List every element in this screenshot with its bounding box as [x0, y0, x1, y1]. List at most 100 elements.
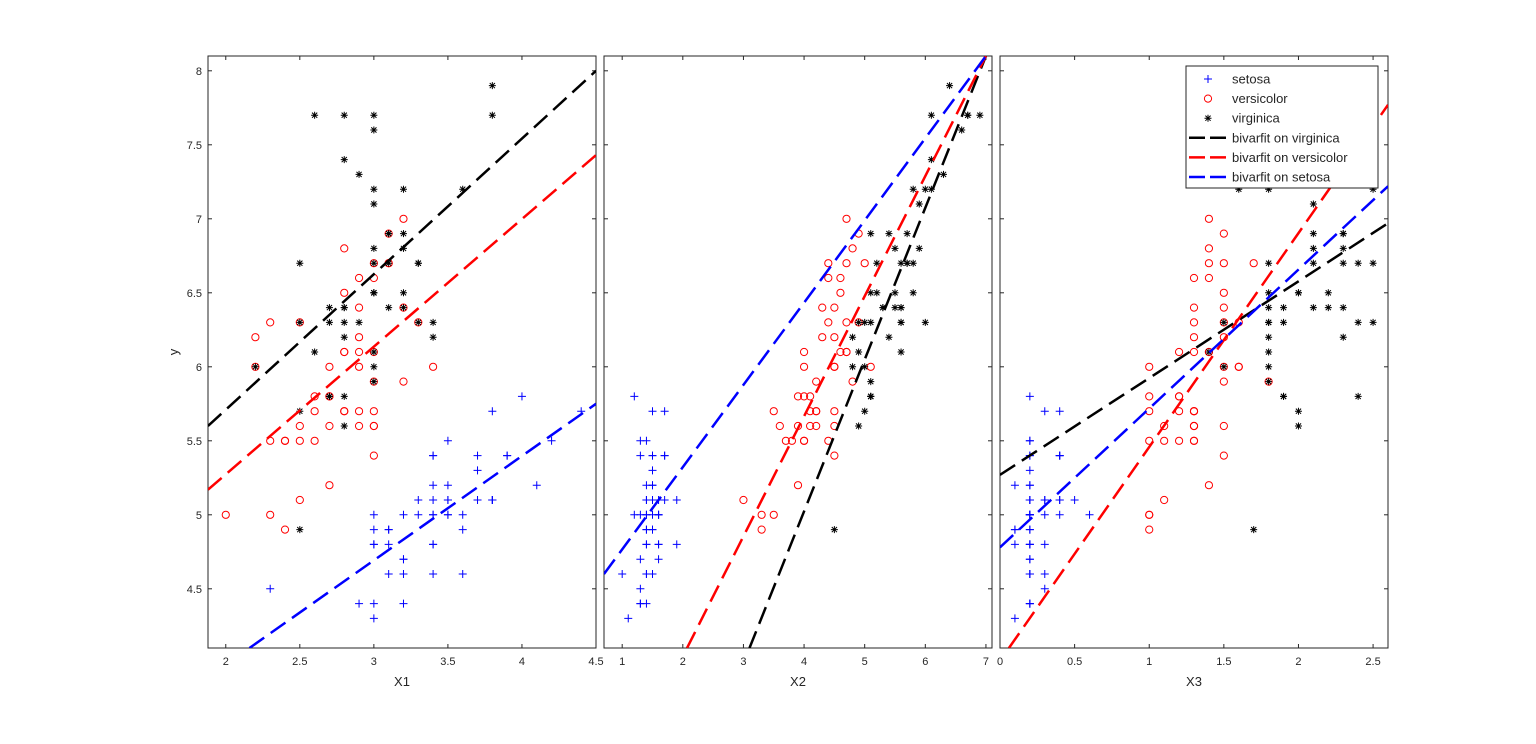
point-virginica: [915, 200, 923, 208]
point-virginica: [958, 126, 966, 134]
point-virginica: [879, 304, 887, 312]
point-versicolor: [369, 421, 378, 431]
point-virginica: [370, 111, 378, 119]
x-tick-label: 2: [223, 656, 229, 668]
point-virginica: [296, 318, 304, 326]
point-versicolor: [830, 303, 839, 312]
point-virginica: [1309, 200, 1317, 208]
point-virginica: [1265, 318, 1273, 326]
point-virginica: [909, 259, 917, 267]
point-versicolor: [340, 347, 349, 357]
point-versicolor: [842, 214, 851, 223]
point-versicolor: [842, 259, 851, 268]
point-versicolor: [354, 421, 364, 431]
point-virginica: [340, 318, 348, 326]
point-versicolor: [1249, 259, 1258, 268]
point-versicolor: [325, 481, 334, 490]
point-virginica: [370, 259, 378, 267]
point-versicolor: [1145, 510, 1154, 519]
fit-line-versicolor: [685, 56, 988, 648]
point-virginica: [1265, 304, 1273, 312]
point-setosa: [517, 392, 526, 401]
point-virginica: [385, 259, 393, 267]
point-versicolor: [384, 229, 393, 238]
legend-label: setosa: [1232, 72, 1271, 87]
point-virginica: [885, 333, 893, 341]
point-virginica: [399, 185, 407, 193]
point-virginica: [867, 230, 875, 238]
point-setosa: [266, 584, 275, 593]
point-versicolor: [787, 436, 797, 445]
point-virginica: [909, 289, 917, 297]
point-versicolor: [428, 362, 438, 371]
point-versicolor: [266, 510, 275, 519]
x-tick-label: 3: [371, 656, 377, 668]
point-versicolor: [1160, 421, 1169, 431]
point-virginica: [399, 230, 407, 238]
point-setosa: [458, 570, 467, 578]
point-setosa: [1025, 540, 1034, 549]
point-virginica: [296, 259, 304, 267]
point-virginica: [897, 348, 905, 356]
point-virginica: [296, 526, 304, 534]
x-tick-label: 5: [862, 656, 868, 668]
point-versicolor: [369, 259, 378, 268]
point-versicolor: [1189, 436, 1199, 445]
x-tick-label: 2.5: [1365, 656, 1380, 668]
point-versicolor: [280, 436, 290, 445]
point-virginica: [885, 230, 893, 238]
point-setosa: [1040, 584, 1049, 593]
point-setosa: [355, 599, 364, 608]
point-setosa: [429, 496, 438, 504]
point-virginica: [940, 170, 947, 178]
point-virginica: [325, 392, 333, 400]
point-versicolor: [1174, 436, 1184, 445]
point-versicolor: [325, 362, 334, 371]
point-versicolor: [1264, 377, 1273, 386]
point-setosa: [429, 481, 438, 490]
fit-line-setosa: [1000, 185, 1388, 549]
point-versicolor: [1145, 407, 1154, 416]
point-setosa: [642, 570, 651, 578]
point-virginica: [855, 422, 863, 430]
x-tick-label: 7: [983, 656, 989, 668]
point-versicolor: [1219, 421, 1228, 431]
point-versicolor: [325, 421, 334, 431]
point-virginica: [897, 304, 905, 312]
point-setosa: [443, 510, 452, 519]
point-virginica: [903, 230, 911, 238]
y-tick-label: 5: [196, 510, 202, 522]
legend-label: bivarfit on versicolor: [1232, 150, 1348, 165]
x-tick-label: 0: [997, 656, 1003, 668]
point-setosa: [1040, 570, 1049, 578]
point-setosa: [1055, 496, 1064, 504]
point-setosa: [1010, 525, 1019, 534]
point-versicolor: [354, 273, 364, 283]
point-versicolor: [1189, 347, 1199, 357]
point-setosa: [648, 451, 657, 460]
legend-label: bivarfit on virginica: [1232, 130, 1340, 145]
point-virginica: [429, 333, 437, 341]
point-versicolor: [399, 303, 408, 312]
plot-content-1: [208, 69, 596, 648]
legend-label: virginica: [1232, 111, 1280, 126]
point-versicolor: [860, 259, 869, 268]
point-virginica: [1280, 318, 1288, 326]
point-versicolor: [1145, 436, 1154, 445]
point-setosa: [399, 570, 408, 578]
point-versicolor: [824, 273, 833, 283]
plot-area-3: [999, 55, 1389, 649]
point-virginica: [873, 259, 881, 267]
point-virginica: [946, 82, 954, 90]
x-tick-label: 4.5: [588, 656, 603, 668]
point-versicolor: [1219, 318, 1228, 327]
point-versicolor: [1189, 273, 1199, 283]
point-setosa: [443, 481, 452, 490]
point-versicolor: [1219, 362, 1228, 371]
point-versicolor: [1204, 273, 1214, 283]
point-virginica: [897, 259, 905, 267]
point-setosa: [1055, 451, 1064, 460]
point-virginica: [1324, 304, 1332, 312]
point-versicolor: [836, 288, 845, 297]
